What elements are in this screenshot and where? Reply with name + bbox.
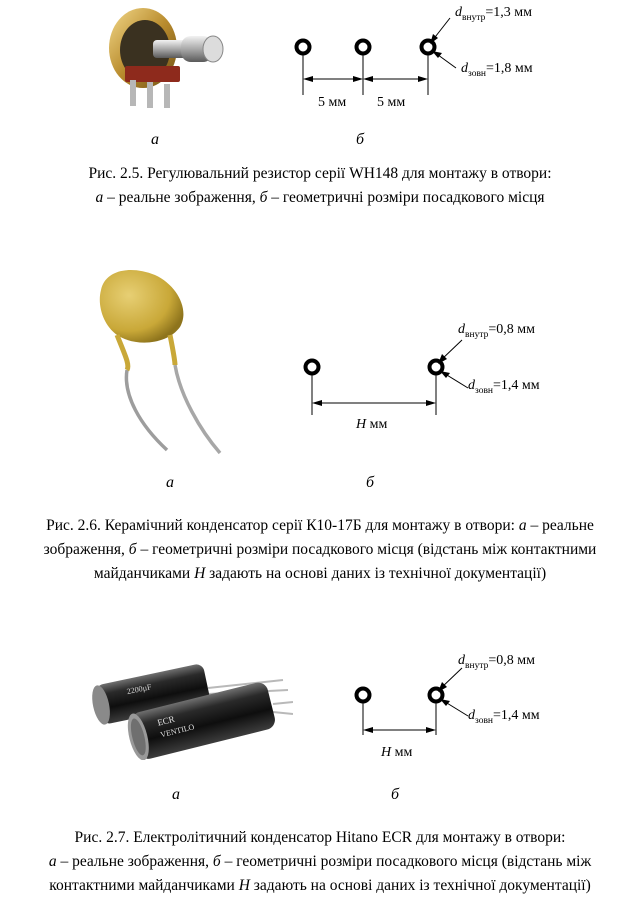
svg-text:ECR: ECR <box>156 714 175 728</box>
electrolytic-capacitor-photo: 2200µF ECR VENTILO <box>92 664 293 760</box>
figure-2-5-spacing-1: 5 мм <box>318 95 347 110</box>
figure-2-5-d-inner-label: dвнутр=1,3 мм <box>455 5 532 23</box>
pad-1 <box>294 38 312 56</box>
figure-2-7-footprint-drawing <box>354 667 469 735</box>
pad-1 <box>303 358 321 376</box>
figure-2-5-d-outer-label: dзовн=1,8 мм <box>461 61 533 79</box>
pad-1 <box>354 686 372 704</box>
figure-2-6-spacing-label: H мм <box>356 417 388 432</box>
figure-2-7-spacing-label: H мм <box>381 745 413 760</box>
figure-2-5-spacing-2: 5 мм <box>377 95 406 110</box>
figure-2-7-d-outer-label: dзовн=1,4 мм <box>468 708 540 726</box>
ceramic-capacitor-photo <box>99 270 222 455</box>
figure-2-7-photo-label: а <box>172 786 180 803</box>
figure-2-6-drawing-label: б <box>366 474 375 491</box>
figure-2-6-d-inner-label: dвнутр=0,8 мм <box>458 322 535 340</box>
figure-2-7-caption: Рис. 2.7. Електролітичний конденсатор Hi… <box>48 829 592 894</box>
figure-2-6-photo-label: а <box>166 474 174 491</box>
figure-2-6-d-outer-label: dзовн=1,4 мм <box>468 378 540 396</box>
pad-2 <box>354 38 372 56</box>
figure-2-5-photo-label: а <box>151 131 159 148</box>
potentiometer-photo <box>109 8 224 108</box>
figure-2-7-drawing-label: б <box>391 786 400 803</box>
pad-2 <box>427 686 445 704</box>
figure-2-5-caption: Рис. 2.5. Регулювальний резистор серії W… <box>88 165 552 206</box>
figure-2-6-caption: Рис. 2.6. Керамічний конденсатор серії К… <box>43 517 597 582</box>
figure-2-5-footprint-drawing <box>294 17 457 95</box>
pad-2 <box>427 358 445 376</box>
figure-2-7-d-inner-label: dвнутр=0,8 мм <box>458 653 535 671</box>
figure-2-6-footprint-drawing <box>303 339 469 415</box>
pad-3 <box>419 38 437 56</box>
figure-2-5-drawing-label: б <box>356 131 365 148</box>
